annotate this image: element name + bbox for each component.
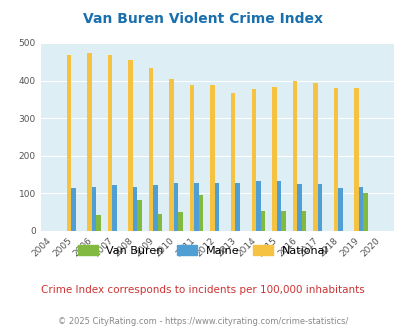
Bar: [112, 185, 117, 231]
Bar: [132, 186, 137, 231]
Bar: [149, 69, 153, 231]
Bar: [96, 215, 100, 231]
Bar: [312, 83, 317, 231]
Bar: [214, 183, 219, 231]
Bar: [292, 81, 296, 231]
Bar: [256, 181, 260, 231]
Bar: [173, 183, 178, 231]
Bar: [358, 186, 362, 231]
Bar: [198, 195, 203, 231]
Text: Van Buren Violent Crime Index: Van Buren Violent Crime Index: [83, 12, 322, 25]
Bar: [158, 214, 162, 231]
Bar: [87, 53, 92, 231]
Bar: [128, 60, 132, 231]
Bar: [210, 85, 214, 231]
Bar: [271, 86, 276, 231]
Bar: [260, 211, 264, 231]
Bar: [230, 92, 235, 231]
Bar: [317, 183, 321, 231]
Bar: [301, 211, 305, 231]
Legend: Van Buren, Maine, National: Van Buren, Maine, National: [73, 241, 332, 260]
Text: Crime Index corresponds to incidents per 100,000 inhabitants: Crime Index corresponds to incidents per…: [41, 285, 364, 295]
Bar: [276, 182, 280, 231]
Bar: [337, 188, 342, 231]
Bar: [235, 183, 239, 231]
Bar: [107, 55, 112, 231]
Bar: [296, 183, 301, 231]
Bar: [66, 54, 71, 231]
Text: © 2025 CityRating.com - https://www.cityrating.com/crime-statistics/: © 2025 CityRating.com - https://www.city…: [58, 317, 347, 326]
Bar: [280, 211, 285, 231]
Bar: [353, 88, 358, 231]
Bar: [190, 85, 194, 231]
Bar: [178, 212, 183, 231]
Bar: [194, 183, 198, 231]
Bar: [333, 88, 337, 231]
Bar: [251, 89, 256, 231]
Bar: [71, 188, 75, 231]
Bar: [362, 193, 367, 231]
Bar: [153, 185, 158, 231]
Bar: [92, 186, 96, 231]
Bar: [137, 200, 141, 231]
Bar: [169, 79, 173, 231]
